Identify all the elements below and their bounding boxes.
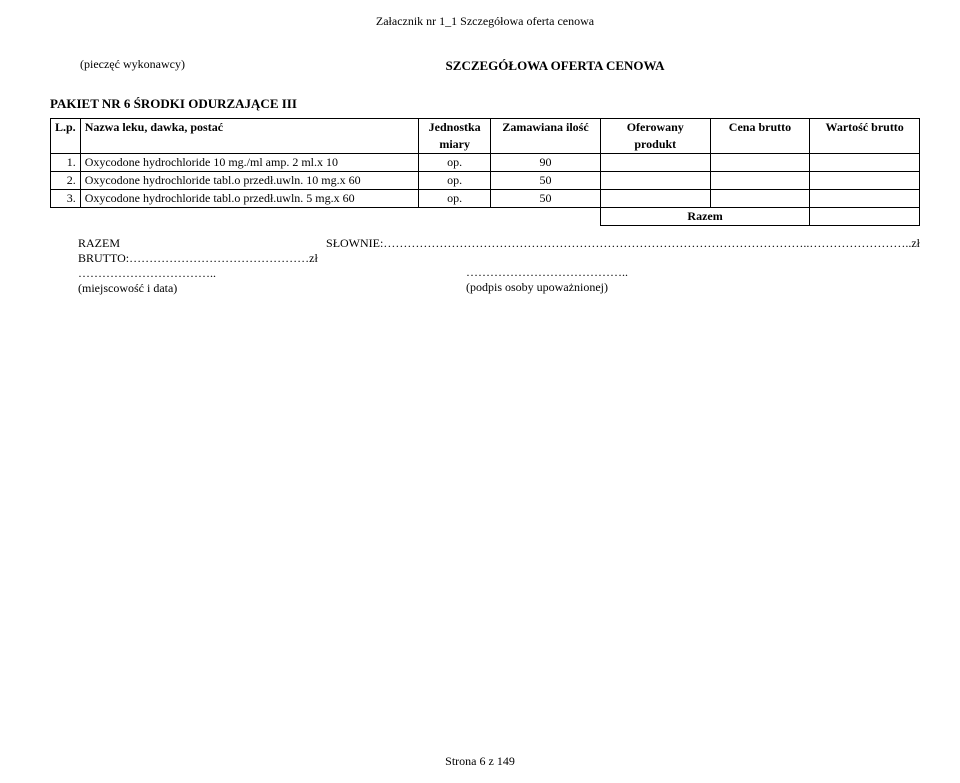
col-offered-l1: Oferowany xyxy=(600,119,710,137)
col-value: Wartość brutto xyxy=(810,119,920,154)
razem-value xyxy=(810,208,920,226)
razem-brutto-line: RAZEM BRUTTO:………………………………………zł xyxy=(78,236,326,266)
cell-qty: 50 xyxy=(491,190,601,208)
cell-name: Oxycodone hydrochloride tabl.o przedł.uw… xyxy=(80,190,419,208)
cell-value xyxy=(810,154,920,172)
col-qty: Zamawiana ilość xyxy=(491,119,601,154)
cell-lp: 3. xyxy=(51,190,81,208)
table-row: 2. Oxycodone hydrochloride tabl.o przedł… xyxy=(51,172,920,190)
cell-price xyxy=(710,172,810,190)
col-offered-l2: produkt xyxy=(600,136,710,154)
col-unit-l2: miary xyxy=(419,136,491,154)
cell-value xyxy=(810,172,920,190)
col-name: Nazwa leku, dawka, postać xyxy=(80,119,419,154)
cell-lp: 1. xyxy=(51,154,81,172)
page-title: SZCZEGÓŁOWA OFERTA CENOWA xyxy=(190,58,920,74)
podpis-label: (podpis osoby upoważnionej) xyxy=(466,280,920,295)
cell-offered xyxy=(600,172,710,190)
table-row: 1. Oxycodone hydrochloride 10 mg./ml amp… xyxy=(51,154,920,172)
table-total-row: Razem xyxy=(51,208,920,226)
col-lp: L.p. xyxy=(51,119,81,154)
dots-line-2: ………………………………….. xyxy=(466,265,920,280)
cell-qty: 90 xyxy=(491,154,601,172)
cell-unit: op. xyxy=(419,190,491,208)
col-price: Cena brutto xyxy=(710,119,810,154)
cell-offered xyxy=(600,154,710,172)
attachment-header: Załacznik nr 1_1 Szczegółowa oferta ceno… xyxy=(50,14,920,29)
cell-lp: 2. xyxy=(51,172,81,190)
cell-price xyxy=(710,190,810,208)
miejscowosc-label: (miejscowość i data) xyxy=(78,281,326,296)
page-footer: Strona 6 z 149 xyxy=(0,754,960,769)
cell-qty: 50 xyxy=(491,172,601,190)
cell-name: Oxycodone hydrochloride 10 mg./ml amp. 2… xyxy=(80,154,419,172)
signature-block: RAZEM BRUTTO:………………………………………zł ………………………… xyxy=(50,236,920,296)
table-row: 3. Oxycodone hydrochloride tabl.o przedł… xyxy=(51,190,920,208)
cell-unit: op. xyxy=(419,154,491,172)
package-heading: PAKIET NR 6 ŚRODKI ODURZAJĄCE III xyxy=(50,96,920,112)
cell-offered xyxy=(600,190,710,208)
table-header-row: L.p. Nazwa leku, dawka, postać Jednostka… xyxy=(51,119,920,137)
price-table: L.p. Nazwa leku, dawka, postać Jednostka… xyxy=(50,118,920,226)
cell-name: Oxycodone hydrochloride tabl.o przedł.uw… xyxy=(80,172,419,190)
cell-unit: op. xyxy=(419,172,491,190)
razem-label: Razem xyxy=(600,208,809,226)
slownie-line: SŁOWNIE:……………………………………………………………………………………… xyxy=(326,236,920,251)
col-unit-l1: Jednostka xyxy=(419,119,491,137)
cell-price xyxy=(710,154,810,172)
dots-line: …………………………….. xyxy=(78,266,326,281)
cell-value xyxy=(810,190,920,208)
